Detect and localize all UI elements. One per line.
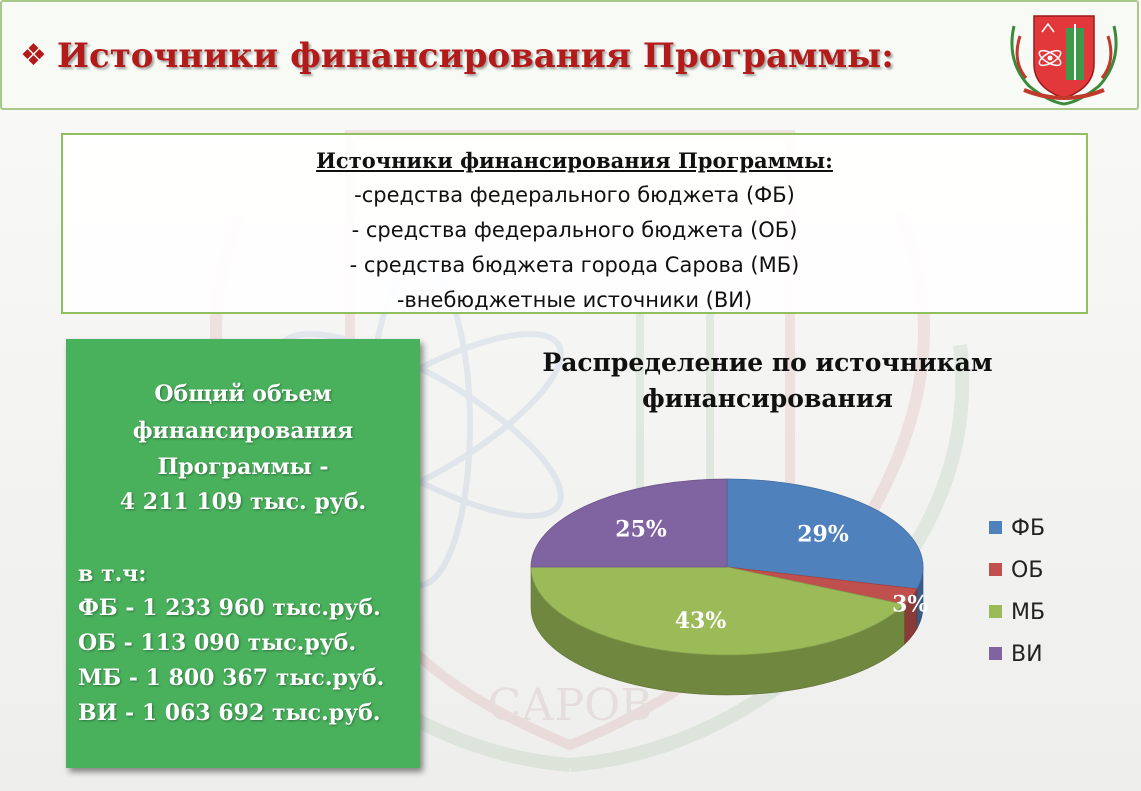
pie-slice-ви xyxy=(530,478,728,568)
sources-info-box: Источники финансирования Программы: -сре… xyxy=(61,133,1088,314)
legend-label-мб: МБ xyxy=(1011,600,1045,625)
pie-label-ви: 25% xyxy=(615,516,667,542)
legend-swatch-фб xyxy=(989,521,1002,534)
summary-title-line-3: Программы - xyxy=(157,454,329,480)
pie-slice-фб xyxy=(726,478,924,590)
sarov-emblem-logo xyxy=(1010,15,1118,106)
source-line-vi: -внебюджетные источники (ВИ) xyxy=(396,288,753,312)
chart-title: Распределение по источникам финансирован… xyxy=(500,345,1035,417)
legend-label-фб: ФБ xyxy=(1011,516,1045,541)
summary-total-amount: 4 211 109 тыс. руб. xyxy=(119,489,367,515)
summary-incl-label: в т.ч: xyxy=(78,561,147,587)
legend-swatch-мб xyxy=(989,605,1002,618)
sources-heading: Источники финансирования Программы: xyxy=(316,148,833,173)
summary-item-mb: МБ - 1 800 367 тыс.руб. xyxy=(78,665,385,691)
page-title: Источники финансирования Программы: xyxy=(56,36,894,76)
source-line-mb: - средства бюджета города Сарова (МБ) xyxy=(349,253,800,277)
diamond-bullet-icon: ❖ xyxy=(20,38,47,73)
total-funding-box: Общий объем финансирования Программы - 4… xyxy=(66,339,420,768)
chart-title-line-2: финансирования xyxy=(642,384,893,413)
source-line-ob: - средства федерального бюджета (ОБ) xyxy=(351,218,798,242)
summary-title-line-1: Общий объем xyxy=(154,381,332,407)
pie-label-фб: 29% xyxy=(797,522,849,548)
legend-swatch-об xyxy=(989,563,1002,576)
summary-title-line-2: финансирования xyxy=(132,418,354,444)
legend-label-об: ОБ xyxy=(1011,558,1043,583)
legend-label-ви: ВИ xyxy=(1011,642,1043,667)
legend-swatch-ви xyxy=(989,647,1002,660)
summary-item-vi: ВИ - 1 063 692 тыс.руб. xyxy=(78,700,381,726)
summary-item-fb: ФБ - 1 233 960 тыс.руб. xyxy=(78,595,381,621)
summary-item-ob: ОБ - 113 090 тыс.руб. xyxy=(78,630,357,656)
pie-slice-мб xyxy=(530,566,906,656)
source-line-fb: -средства федерального бюджета (ФБ) xyxy=(354,183,795,207)
pie-label-об: 3% xyxy=(892,591,928,617)
pie-label-мб: 43% xyxy=(675,608,727,634)
header-bar: ❖ Источники финансирования Программы: xyxy=(0,0,1139,110)
chart-title-line-1: Распределение по источникам xyxy=(542,348,993,377)
watermark-text: САРОВ xyxy=(488,680,653,731)
